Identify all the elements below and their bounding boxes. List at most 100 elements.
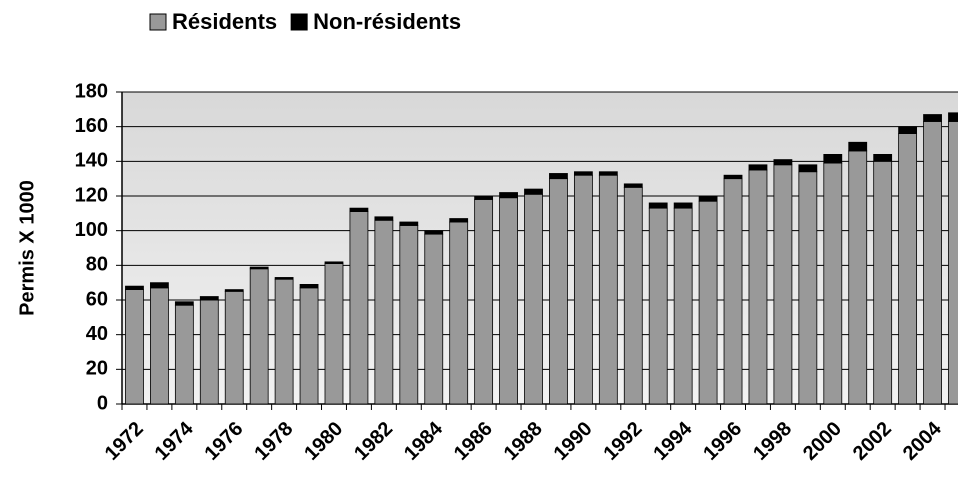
y-tick-label: 100 [75, 219, 108, 241]
bar-segment [623, 186, 643, 405]
legend-swatch [290, 13, 308, 31]
bar-segment [798, 171, 818, 405]
bar-segment [274, 278, 294, 405]
bar-segment [199, 299, 219, 405]
bar-segment [773, 159, 793, 166]
bar-segment [549, 173, 568, 180]
bar-segment [848, 141, 868, 152]
bar-segment [748, 164, 768, 171]
bar-segment [823, 162, 843, 405]
bar-segment [249, 266, 269, 270]
bar-segment [898, 126, 918, 134]
x-tick-label: 1990 [550, 418, 597, 465]
bar-segment [673, 207, 693, 405]
x-tick-label: 1984 [400, 417, 448, 465]
y-tick-label: 80 [86, 254, 108, 276]
x-tick-label: 2000 [799, 418, 846, 465]
x-tick-label: 2004 [899, 417, 947, 465]
bar-segment [174, 304, 194, 405]
bar-segment [349, 211, 369, 405]
bar-segment [773, 164, 793, 405]
bar-segment [399, 221, 419, 226]
bar-segment [125, 285, 144, 290]
bar-segment [698, 195, 718, 202]
bar-segment [449, 221, 469, 405]
bar-segment [948, 112, 958, 122]
x-tick-label: 1998 [749, 418, 796, 465]
bar-segment [349, 207, 369, 212]
y-tick-label: 140 [75, 150, 108, 172]
bar-segment [698, 200, 718, 405]
bar-segment [723, 178, 743, 405]
bar-segment [150, 282, 169, 289]
bar-segment [923, 121, 942, 405]
x-tick-label: 1974 [151, 417, 199, 465]
bar-segment [848, 150, 868, 405]
y-tick-label: 20 [86, 358, 108, 380]
bar-segment [324, 261, 344, 265]
bar-segment [399, 225, 419, 405]
bar-segment [723, 174, 743, 180]
bar-segment [623, 183, 643, 188]
y-axis-label: Permis X 1000 [16, 180, 38, 316]
x-tick-label: 1986 [450, 418, 497, 465]
bar-segment [274, 277, 294, 280]
bar-segment [449, 218, 469, 223]
x-tick-label: 1976 [200, 418, 247, 465]
bar-segment [673, 202, 693, 209]
bar-segment [748, 169, 768, 405]
y-tick-label: 120 [75, 184, 108, 206]
legend-swatch [149, 13, 167, 31]
bar-segment [873, 153, 893, 162]
bar-segment [224, 289, 244, 292]
bar-segment [573, 171, 593, 176]
bar-segment [150, 287, 169, 405]
bar-segment [299, 283, 319, 289]
bar-segment [424, 230, 444, 235]
bar-segment [474, 199, 494, 405]
x-tick-label: 1982 [350, 418, 397, 465]
bar-segment [524, 193, 543, 405]
x-tick-label: 1996 [699, 418, 746, 465]
bar-segment [898, 133, 918, 405]
x-tick-label: 1992 [600, 418, 647, 465]
bar-segment [798, 164, 818, 173]
x-tick-label: 1972 [101, 418, 148, 465]
legend-label: Résidents [172, 9, 277, 34]
y-tick-label: 60 [86, 288, 108, 310]
bar-segment [923, 114, 942, 122]
bar-segment [598, 174, 618, 405]
bar-segment [499, 197, 518, 405]
bar-segment [648, 207, 668, 405]
x-tick-label: 1988 [500, 418, 547, 465]
x-tick-label: 1980 [300, 418, 347, 465]
bar-segment [374, 219, 394, 405]
bar-segment [499, 192, 518, 199]
bar-segment [648, 202, 668, 209]
bar-segment [224, 290, 244, 405]
x-tick-label: 1994 [649, 417, 697, 465]
bar-segment [823, 153, 843, 164]
bar-segment [573, 174, 593, 405]
bar-segment [174, 301, 194, 306]
bar-segment [374, 216, 394, 221]
bar-segment [125, 289, 144, 405]
y-tick-label: 40 [86, 323, 108, 345]
bar-segment [249, 268, 269, 405]
bar-segment [474, 195, 494, 200]
bar-segment [598, 171, 618, 176]
x-tick-label: 1978 [250, 418, 297, 465]
legend-label: Non-résidents [313, 9, 461, 34]
bar-segment [324, 263, 344, 405]
y-tick-label: 160 [75, 115, 108, 137]
bar-segment [549, 178, 568, 405]
bar-segment [873, 160, 893, 405]
bar-segment [424, 233, 444, 405]
bar-segment [524, 188, 543, 195]
y-tick-label: 180 [75, 80, 108, 102]
x-tick-label: 2002 [849, 418, 896, 465]
bar-segment [948, 121, 958, 405]
y-tick-label: 0 [97, 392, 108, 414]
bar-segment [199, 296, 219, 301]
